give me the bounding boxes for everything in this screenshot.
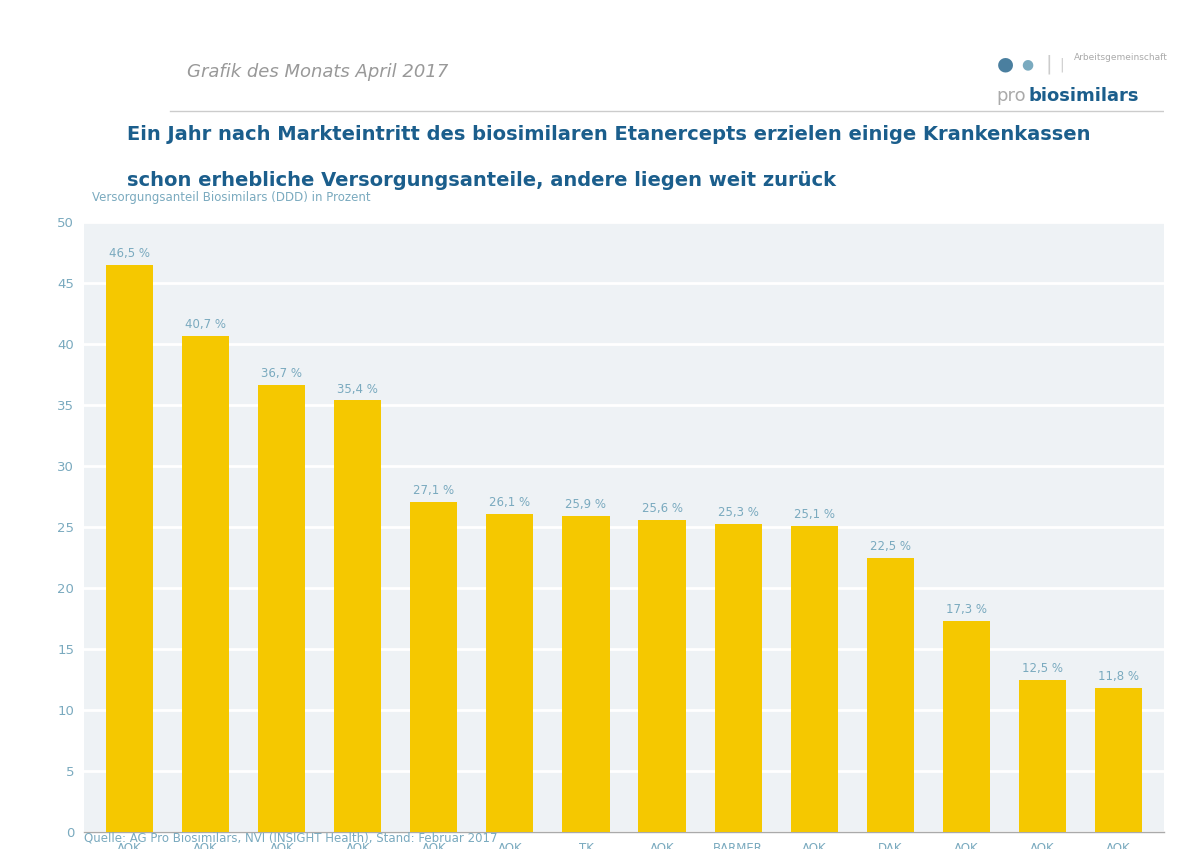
Text: Grafik des Monats April 2017: Grafik des Monats April 2017 xyxy=(187,63,448,81)
Text: 26,1 %: 26,1 % xyxy=(490,496,530,509)
Text: pro: pro xyxy=(997,87,1026,105)
Text: biosimilars: biosimilars xyxy=(1030,87,1140,105)
Text: ●: ● xyxy=(1021,58,1033,71)
Text: |: | xyxy=(1060,57,1064,71)
Text: 25,1 %: 25,1 % xyxy=(793,509,835,521)
Text: Ein Jahr nach Markteintritt des biosimilaren Etanercepts erzielen einige Kranken: Ein Jahr nach Markteintritt des biosimil… xyxy=(127,125,1091,143)
Text: 22,5 %: 22,5 % xyxy=(870,540,911,553)
Text: Arbeitsgemeinschaft: Arbeitsgemeinschaft xyxy=(1074,53,1169,62)
Text: 17,3 %: 17,3 % xyxy=(946,604,986,616)
Text: 27,1 %: 27,1 % xyxy=(413,484,455,497)
Bar xyxy=(791,526,838,832)
Bar xyxy=(943,621,990,832)
Text: 40,7 %: 40,7 % xyxy=(185,318,226,331)
Bar xyxy=(486,514,534,832)
Text: |: | xyxy=(1045,54,1052,74)
Bar xyxy=(563,516,610,832)
Bar xyxy=(1019,680,1066,832)
Text: Versorgungsanteil Biosimilars (DDD) in Prozent: Versorgungsanteil Biosimilars (DDD) in P… xyxy=(91,191,371,204)
Bar xyxy=(1094,689,1142,832)
Text: 12,5 %: 12,5 % xyxy=(1022,661,1063,675)
Text: 36,7 %: 36,7 % xyxy=(262,367,302,380)
Text: 25,3 %: 25,3 % xyxy=(718,506,758,519)
Bar xyxy=(106,265,154,832)
Bar xyxy=(714,524,762,832)
Text: schon erhebliche Versorgungsanteile, andere liegen weit zurück: schon erhebliche Versorgungsanteile, and… xyxy=(127,171,836,190)
Text: Quelle: AG Pro Biosimilars, NVI (INSIGHT Health), Stand: Februar 2017: Quelle: AG Pro Biosimilars, NVI (INSIGHT… xyxy=(84,832,498,845)
Bar xyxy=(638,520,685,832)
Text: 25,9 %: 25,9 % xyxy=(565,498,606,511)
Bar xyxy=(182,336,229,832)
Text: 35,4 %: 35,4 % xyxy=(337,383,378,396)
Bar xyxy=(410,502,457,832)
Bar xyxy=(258,385,305,832)
Bar xyxy=(335,401,382,832)
Text: ●: ● xyxy=(997,55,1014,74)
Bar xyxy=(866,558,913,832)
Text: 11,8 %: 11,8 % xyxy=(1098,671,1139,683)
Text: 25,6 %: 25,6 % xyxy=(642,502,683,515)
Text: 46,5 %: 46,5 % xyxy=(109,247,150,261)
